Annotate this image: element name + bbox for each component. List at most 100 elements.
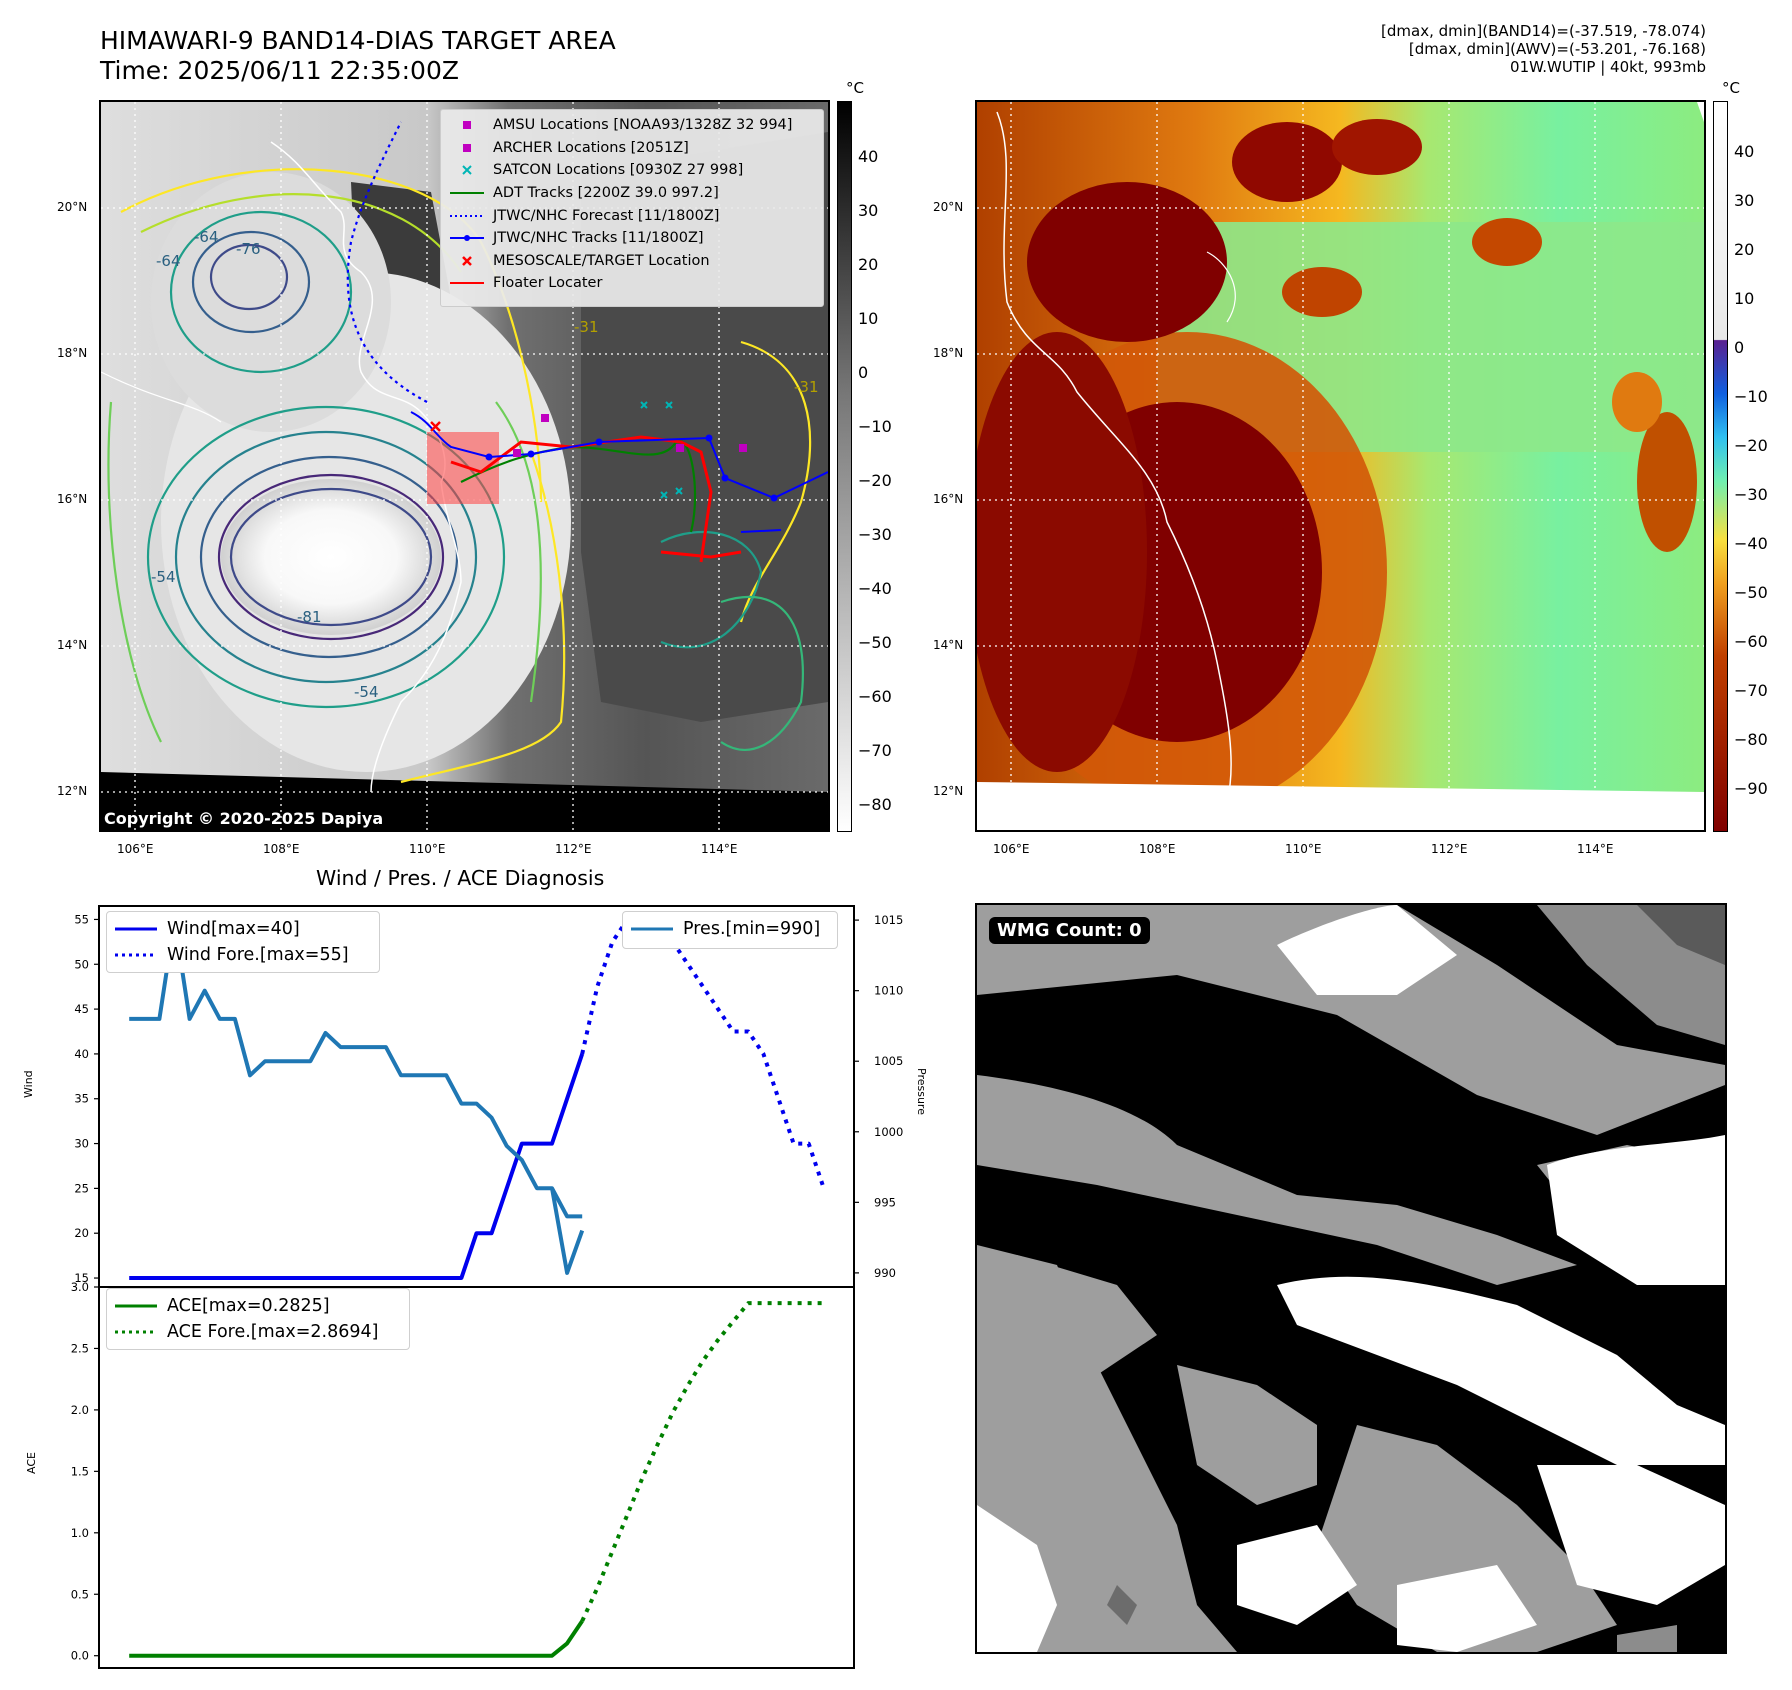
lon-tick: 114°E [701,842,738,856]
ir-map-panel[interactable]: -64 -76 -64 -81 -54 -54 -31 -31 [99,100,830,832]
wind-pressure-axes: 15 20 25 30 35 40 45 50 55 990 995 1000 1005 1010 1015 [74,905,903,1288]
colorbar-tick: −80 [1734,730,1768,749]
legend-item: JTWC/NHC Tracks [11/1800Z] [449,227,815,250]
legend-item: MESOSCALE/TARGET Location [449,250,815,273]
legend-label: SATCON Locations [0930Z 27 998] [493,162,744,179]
colorbar-tick: 40 [858,147,879,166]
colorbar-tick: −80 [858,795,892,814]
awv-colorbar [1713,101,1728,832]
colorbar-tick: 20 [858,255,879,274]
colorbar-tick: 30 [858,201,879,220]
lon-tick: 112°E [1431,842,1468,856]
pressure-series-line [129,918,583,1219]
lon-tick: 110°E [409,842,446,856]
lon-tick: 106°E [117,842,154,856]
info-line-3: 01W.WUTIP | 40kt, 993mb [1510,58,1706,76]
awv-map-panel[interactable] [975,100,1706,832]
y-tick-label: 25 [74,1181,89,1195]
y-tick-label: 0.0 [71,1649,89,1663]
lon-tick: 114°E [1577,842,1614,856]
lat-tick: 20°N [933,200,964,214]
wmg-panel[interactable]: WMG Count: 0 [975,903,1727,1654]
contour-label: -76 [236,240,261,258]
colorbar-tick: 0 [858,363,869,382]
line-icon [449,186,485,200]
ir-map-legend: AMSU Locations [NOAA93/1328Z 32 994] ARC… [440,109,824,307]
legend-item: Pres.[min=990] [631,916,829,942]
lat-tick: 12°N [933,784,964,798]
legend-label: Pres.[min=990] [683,919,821,939]
colorbar-tick: 10 [858,309,879,328]
y-tick-label: 40 [74,1047,89,1061]
awv-map-image [977,102,1704,830]
colorbar-tick: −50 [858,633,892,652]
colorbar-tick: −50 [1734,583,1768,602]
solid-line-icon [115,1304,157,1308]
legend-label: ARCHER Locations [2051Z] [493,139,689,156]
legend-item: AMSU Locations [NOAA93/1328Z 32 994] [449,114,815,137]
legend-item: JTWC/NHC Forecast [11/1800Z] [449,204,815,227]
legend-label: Wind[max=40] [167,919,300,939]
x-marker-icon [449,254,485,268]
copyright-text: Copyright © 2020-2025 Dapiya [104,809,383,828]
plot-frame [98,1286,855,1669]
legend-item: SATCON Locations [0930Z 27 998] [449,159,815,182]
y2-tick-label: 995 [874,1195,896,1209]
lat-tick: 14°N [57,638,88,652]
legend-label: Floater Locater [493,275,603,292]
legend-item: ACE Fore.[max=2.8694] [115,1319,401,1345]
y2-tick-label: 1015 [874,913,903,927]
colorbar-tick: 40 [1734,142,1755,161]
line-dot-icon [449,231,485,245]
legend-item: ACE[max=0.2825] [115,1293,401,1319]
y-tick-label: 50 [74,957,89,971]
legend-label: Wind Fore.[max=55] [167,945,349,965]
colorbar-tick: 20 [1734,240,1755,259]
wind-series-line [129,1053,585,1280]
title-line-1: HIMAWARI-9 BAND14-DIAS TARGET AREA [100,26,616,55]
y2-tick-label: 1010 [874,984,903,998]
awv-colorbar-unit: °C [1722,79,1740,97]
y-tick-label: 2.5 [71,1341,89,1355]
y-tick-label: 1.0 [71,1526,89,1540]
lat-tick: 18°N [57,346,88,360]
intensity-info: [dmax, dmin](BAND14)=(-37.519, -78.074) … [1381,22,1706,76]
y2-tick-label: 1000 [874,1125,903,1139]
y-tick-label: 35 [74,1092,89,1106]
colorbar-tick: −60 [858,687,892,706]
line-icon [449,276,485,290]
wmg-count-badge: WMG Count: 0 [989,917,1150,944]
ace-axes: 0.0 0.5 1.0 1.5 2.0 2.5 3.0 [71,1280,855,1669]
y2-tick-label: 1005 [874,1054,903,1068]
y2-tick-label: 990 [874,1266,896,1280]
solid-line-icon [631,927,673,931]
colorbar-tick: −30 [1734,485,1768,504]
colorbar-tick: 10 [1734,289,1755,308]
lat-tick: 16°N [57,492,88,506]
dotted-line-icon [115,953,157,957]
legend-label: ACE[max=0.2825] [167,1296,330,1316]
legend-item: Wind[max=40] [115,916,371,942]
lat-tick: 20°N [57,200,88,214]
y-tick-label: 2.0 [71,1403,89,1417]
legend-label: ADT Tracks [2200Z 39.0 997.2] [493,185,719,202]
dotted-line-icon [449,209,485,223]
lat-tick: 16°N [933,492,964,506]
colorbar-tick: −10 [1734,387,1768,406]
lat-tick: 14°N [933,638,964,652]
lon-tick: 106°E [993,842,1030,856]
legend-label: JTWC/NHC Tracks [11/1800Z] [493,230,704,247]
y-tick-label: 30 [74,1137,89,1151]
legend-item: Wind Fore.[max=55] [115,942,371,968]
legend-label: ACE Fore.[max=2.8694] [167,1322,379,1342]
legend-label: MESOSCALE/TARGET Location [493,252,710,269]
legend-item: ADT Tracks [2200Z 39.0 997.2] [449,182,815,205]
colorbar-tick: −40 [1734,534,1768,553]
contour-label: -31 [574,318,599,336]
colorbar-tick: −60 [1734,632,1768,651]
legend-item: ARCHER Locations [2051Z] [449,137,815,160]
y-tick-label: 0.5 [71,1587,89,1601]
legend-label: AMSU Locations [NOAA93/1328Z 32 994] [493,117,793,134]
dotted-line-icon [115,1330,157,1334]
